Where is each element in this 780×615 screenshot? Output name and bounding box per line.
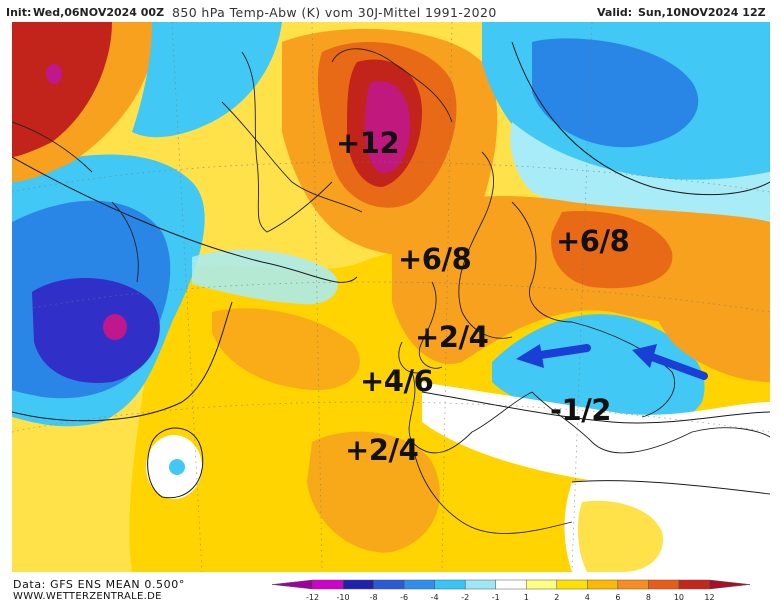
- warm-greenland-magenta: [364, 81, 411, 173]
- legend-tick-label: -1: [492, 593, 500, 602]
- legend-tick-label: 12: [704, 593, 714, 602]
- anomaly-label-uk: +2/4: [415, 320, 489, 354]
- cold-labrador: [132, 22, 282, 138]
- valid-label: Valid:: [597, 6, 633, 19]
- legend-swatch: [271, 579, 313, 590]
- legend-tick-label: -6: [400, 593, 408, 602]
- map-header: Init: Wed,06NOV2024 00Z 850 hPa Temp-Abw…: [0, 0, 780, 22]
- cold-atlantic-pale: [192, 249, 338, 305]
- legend-swatch: [556, 579, 588, 590]
- anomaly-label-scandinavia: +6/8: [398, 242, 472, 276]
- anomaly-label-balkans: -1/2: [550, 393, 611, 427]
- warm-biscay: [212, 308, 360, 391]
- legend-swatch: [617, 579, 649, 590]
- map-footer: Data: GFS ENS MEAN 0.500° WWW.WETTERZENT…: [0, 573, 780, 615]
- warm-russia-dark: [551, 211, 673, 289]
- warm-canada-red: [12, 22, 112, 157]
- color-legend: -12 -10 -8 -6 -4 -2 -1 1 2 4 6 8 10 12: [271, 579, 751, 602]
- cold-advection-arrows: [516, 344, 708, 380]
- legend-tick-label: -10: [337, 593, 350, 602]
- legend-swatch: [373, 579, 405, 590]
- cold-balkan-pale: [422, 382, 770, 497]
- warm-canada-core: [46, 64, 62, 84]
- site-credit: WWW.WETTERZENTRALE.DE: [13, 591, 162, 602]
- legend-swatch: [587, 579, 619, 590]
- legend-tick-label: 1: [524, 593, 529, 602]
- legend-swatch: [495, 579, 527, 590]
- legend-swatch: [709, 579, 751, 590]
- cold-atlantic-deep: [32, 278, 160, 383]
- legend-swatch: [342, 579, 374, 590]
- cold-arctic-pale: [510, 122, 770, 226]
- init-label: Init:: [6, 6, 32, 19]
- coastlines: [12, 48, 770, 534]
- arrow-aegean: [632, 344, 708, 380]
- graticule: [12, 22, 770, 572]
- legend-swatch: [403, 579, 435, 590]
- legend-tick-label: -8: [370, 593, 378, 602]
- arrow-adriatic: [516, 344, 591, 368]
- valid-time: Sun,10NOV2024 12Z: [638, 6, 766, 19]
- anomaly-label-biscay: +4/6: [360, 364, 434, 398]
- legend-swatch: [678, 579, 710, 590]
- legend-tick-label: -12: [306, 593, 319, 602]
- legend-swatch: [434, 579, 466, 590]
- anomaly-label-russia: +6/8: [556, 224, 630, 258]
- cold-azores-light: [169, 459, 185, 475]
- legend-swatch: [312, 579, 344, 590]
- legend-tick-label: 4: [585, 593, 590, 602]
- anomaly-label-greenland: +12: [336, 126, 400, 160]
- warm-iberia: [307, 431, 440, 553]
- legend-tick-label: -2: [461, 593, 469, 602]
- anomaly-map: [12, 22, 770, 572]
- init-time: Wed,06NOV2024 00Z: [33, 6, 165, 19]
- legend-tick-label: 6: [615, 593, 620, 602]
- warm-turkey: [650, 273, 770, 382]
- sahara-yellow: [577, 500, 663, 572]
- cold-arctic-mid: [532, 38, 699, 148]
- contour-lines: [12, 41, 770, 499]
- data-source: Data: GFS ENS MEAN 0.500°: [13, 578, 185, 591]
- anomaly-label-iberia: +2/4: [345, 433, 419, 467]
- cold-atlantic-core: [103, 314, 127, 340]
- legend-tick-label: 8: [646, 593, 651, 602]
- legend-swatch: [526, 579, 558, 590]
- legend-tick-label: 2: [554, 593, 559, 602]
- legend-swatch: [464, 579, 496, 590]
- map-title: 850 hPa Temp-Abw (K) vom 30J-Mittel 1991…: [172, 5, 497, 20]
- legend-swatch: [648, 579, 680, 590]
- legend-tick-label: 10: [674, 593, 684, 602]
- legend-tick-label: -4: [431, 593, 439, 602]
